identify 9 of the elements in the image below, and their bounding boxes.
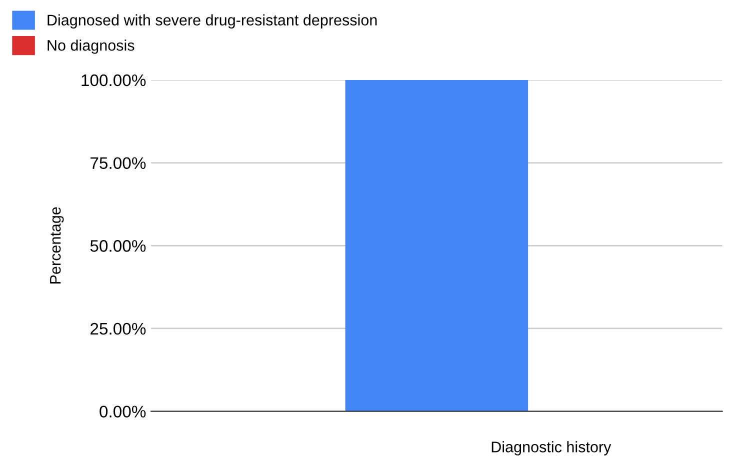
y-tick-label: 75.00%: [90, 157, 146, 170]
legend-label: No diagnosis: [48, 40, 134, 54]
y-tick-label: 25.00%: [90, 322, 146, 335]
y-tick-label: 0.00%: [100, 406, 146, 418]
x-axis-title: Diagnostic history: [492, 441, 612, 456]
y-axis-title: Percentage: [50, 207, 64, 284]
legend-label: Diagnosed with severe drug-resistant depression: [48, 14, 377, 29]
y-tick-label: 50.00%: [90, 240, 146, 252]
y-tick-label: 100.00%: [82, 74, 146, 86]
